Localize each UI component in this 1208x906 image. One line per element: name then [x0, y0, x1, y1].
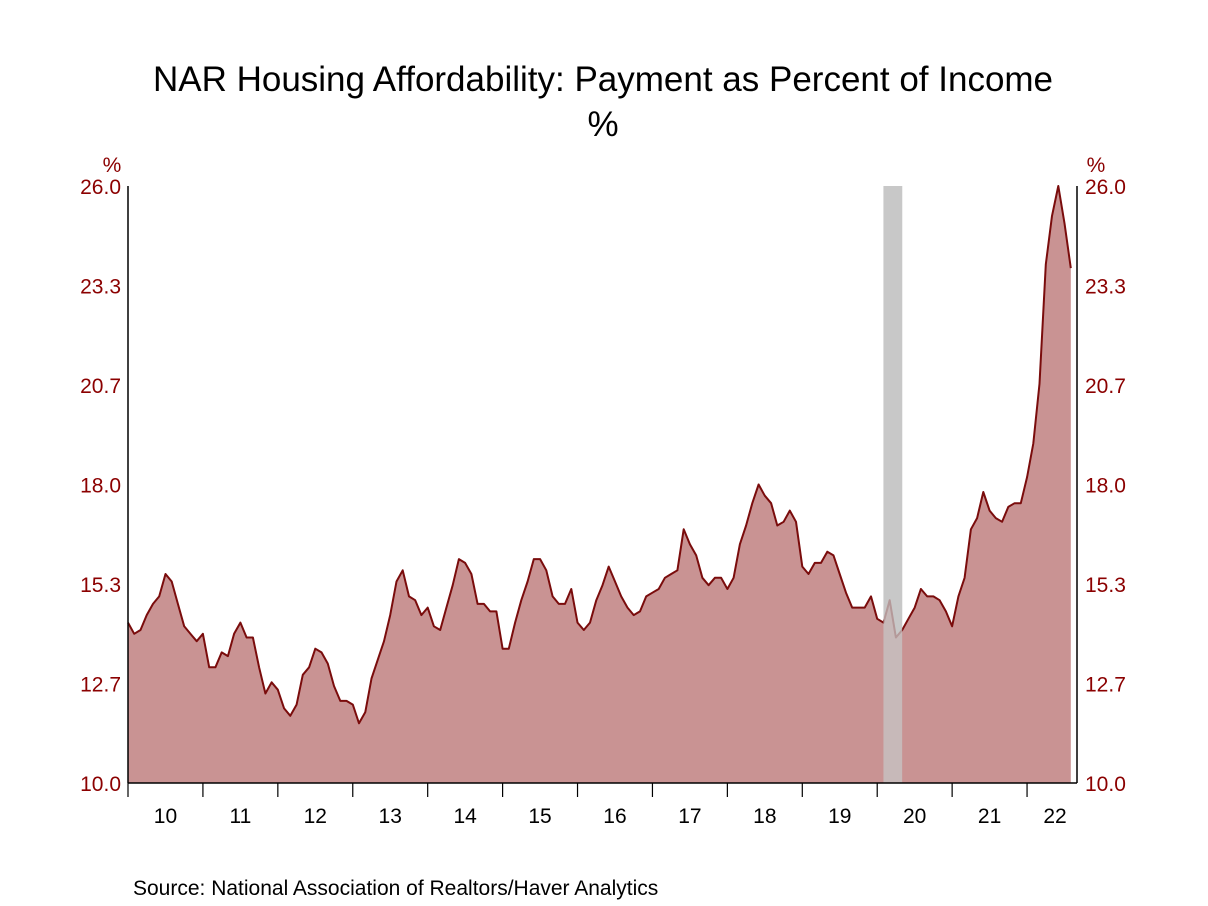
y-tick-label-right: 26.0: [1085, 176, 1126, 199]
x-tick-label: 11: [229, 805, 251, 828]
y-axis-unit-right: %: [1087, 154, 1106, 177]
y-tick-label-left: 18.0: [80, 475, 121, 498]
area-fill: [128, 186, 1071, 783]
x-tick-label: 21: [978, 805, 1001, 828]
x-tick-label: 17: [678, 805, 701, 828]
y-tick-label-right: 18.0: [1085, 475, 1126, 498]
y-ticks-right: 26.0 23.3 20.7 18.0 15.3 12.7 10.0: [1085, 176, 1126, 796]
x-tick-label: 22: [1043, 805, 1066, 828]
y-tick-label-right: 10.0: [1085, 773, 1126, 796]
x-tick-label: 12: [304, 805, 327, 828]
y-tick-label-left: 26.0: [80, 176, 121, 199]
recession-band-overlay: [883, 186, 903, 783]
y-tick-label-left: 15.3: [80, 574, 121, 597]
y-tick-label-left: 20.7: [80, 375, 121, 398]
x-tick-label: 14: [453, 805, 477, 828]
series-layer: [127, 185, 1072, 783]
y-tick-label-right: 15.3: [1085, 574, 1126, 597]
y-tick-label-left: 12.7: [80, 673, 121, 696]
axes-layer: [127, 186, 1078, 784]
y-axis-unit-left: %: [103, 154, 122, 177]
y-tick-label-left: 10.0: [80, 773, 121, 796]
y-tick-label-right: 20.7: [1085, 375, 1126, 398]
source-note: Source: National Association of Realtors…: [133, 877, 658, 900]
x-tick-label: 15: [528, 805, 551, 828]
y-tick-label-left: 23.3: [80, 276, 121, 299]
x-tick-label: 16: [603, 805, 626, 828]
y-ticks-left: 26.0 23.3 20.7 18.0 15.3 12.7 10.0: [80, 176, 121, 796]
x-tick-label: 18: [753, 805, 776, 828]
x-tick-label: 13: [379, 805, 402, 828]
x-tick-label: 20: [903, 805, 926, 828]
chart-subtitle: %: [587, 105, 618, 144]
x-tick-label: 19: [828, 805, 851, 828]
x-ticks: 10 11 12 13 14 15 16 17 18 19 20 21 22: [127, 783, 1067, 828]
x-tick-label: 10: [154, 805, 177, 828]
series-line: [127, 185, 1072, 725]
y-tick-label-right: 12.7: [1085, 673, 1126, 696]
chart-title: NAR Housing Affordability: Payment as Pe…: [153, 60, 1053, 99]
y-tick-label-right: 23.3: [1085, 276, 1126, 299]
